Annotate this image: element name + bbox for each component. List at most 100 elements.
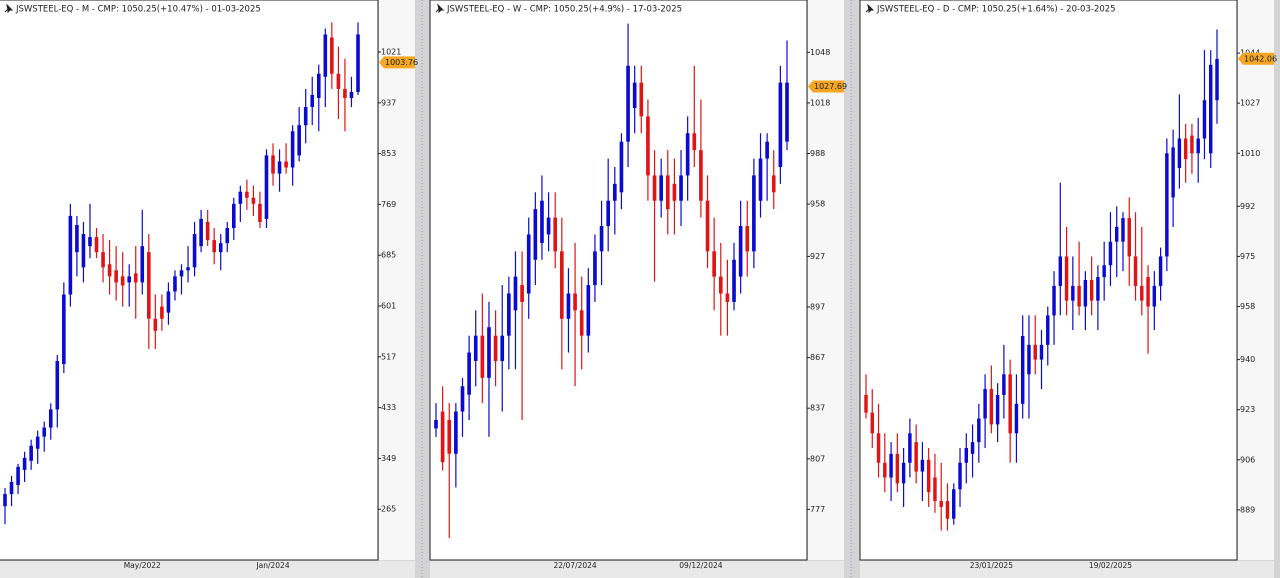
candle-body: [284, 161, 288, 168]
candle-body: [908, 433, 912, 463]
candle-body: [1077, 285, 1081, 307]
y-tick-label: 958: [1240, 302, 1255, 311]
candle-body: [1039, 344, 1044, 360]
candle-body: [1033, 344, 1037, 360]
y-tick-label: 937: [381, 98, 396, 107]
candle-body: [507, 293, 511, 336]
candle-body: [679, 175, 683, 201]
y-tick-label: 517: [381, 352, 396, 361]
candle-body: [500, 335, 505, 361]
x-tick-label: 09/12/2024: [679, 561, 722, 570]
y-tick-label: 807: [810, 454, 825, 463]
candle-body: [212, 240, 216, 253]
candle-body: [870, 412, 874, 434]
candle-body: [1127, 218, 1131, 257]
plot-area: [429, 0, 808, 561]
candle-body: [303, 107, 308, 126]
y-tick-label: 265: [381, 505, 396, 514]
candle-body: [16, 466, 20, 486]
candle-body: [765, 141, 769, 159]
y-tick-label: 769: [381, 200, 396, 209]
candle-body: [330, 37, 334, 74]
candle-body: [349, 91, 354, 98]
candle-body: [1133, 256, 1138, 286]
candle-body: [901, 462, 906, 484]
candle-body: [22, 457, 27, 470]
candle-body: [1020, 336, 1025, 404]
y-tick-label: 433: [381, 403, 396, 412]
candle-body: [970, 442, 975, 454]
candle-body: [745, 226, 750, 252]
candle-body: [566, 293, 571, 319]
candle-body: [983, 389, 987, 419]
candle-body: [1008, 374, 1012, 434]
candle-body: [725, 293, 730, 302]
candle-body: [685, 133, 690, 176]
candle-body: [218, 243, 223, 253]
candle-body: [35, 436, 40, 449]
candle-body: [665, 175, 670, 210]
y-tick-label: 1048: [810, 48, 830, 57]
y-tick-label: 837: [810, 404, 825, 413]
candle-body: [699, 150, 703, 201]
candle-body: [1158, 256, 1163, 286]
candle-body: [692, 133, 697, 151]
candle-body: [225, 227, 230, 244]
candle-body: [876, 433, 881, 463]
candle-body: [1190, 135, 1194, 154]
candle-body: [1140, 285, 1144, 301]
candle-body: [586, 285, 591, 336]
candle-body: [705, 200, 710, 252]
candle-body: [297, 125, 301, 156]
candle-body: [1202, 100, 1207, 139]
y-tick-label: 906: [1240, 455, 1255, 464]
candle-body: [1146, 277, 1150, 307]
candle-body: [447, 420, 452, 454]
candle-body: [1152, 285, 1157, 307]
candle-body: [958, 462, 962, 490]
candle-body: [107, 264, 112, 277]
candle-body: [356, 34, 360, 92]
candle-body: [652, 175, 657, 201]
candle-body: [1058, 256, 1063, 286]
candle-body: [964, 448, 969, 463]
candle-body: [88, 237, 92, 247]
candle-body: [290, 131, 295, 168]
candle-body: [9, 481, 14, 495]
price-axis: [1238, 0, 1274, 560]
price-tag-shape: [808, 80, 844, 93]
candle-body: [68, 215, 73, 295]
y-tick-label: 988: [810, 149, 825, 158]
candle-body: [133, 273, 138, 283]
candle-body: [173, 276, 177, 292]
candle-body: [316, 73, 321, 98]
candle-body: [493, 335, 498, 361]
y-tick-label: 889: [1240, 505, 1255, 514]
candle-body: [533, 209, 538, 260]
candle-body: [153, 318, 158, 331]
candle-body: [864, 394, 868, 413]
time-axis: [860, 561, 1274, 578]
candle-body: [895, 453, 900, 484]
candle-body: [271, 155, 275, 174]
candle-body: [473, 335, 478, 361]
candle-body: [310, 94, 315, 108]
candle-body: [639, 82, 644, 117]
y-tick-label: 1021: [381, 48, 401, 57]
candle-body: [29, 445, 33, 461]
candle-body: [758, 158, 763, 201]
y-tick-label: 685: [381, 251, 396, 260]
y-tick-label: 897: [810, 302, 825, 311]
price-tag-shape: [379, 56, 415, 69]
price-tag-label: 1027.69: [814, 82, 847, 91]
candle-body: [712, 251, 716, 277]
candle-body: [933, 477, 937, 502]
candle-body: [646, 116, 650, 176]
candle-body: [48, 409, 53, 428]
candle-body: [1027, 344, 1031, 375]
x-tick-label: May/2022: [124, 561, 161, 570]
candle-body: [914, 442, 918, 472]
candle-body: [1046, 315, 1050, 345]
candle-body: [718, 276, 723, 294]
